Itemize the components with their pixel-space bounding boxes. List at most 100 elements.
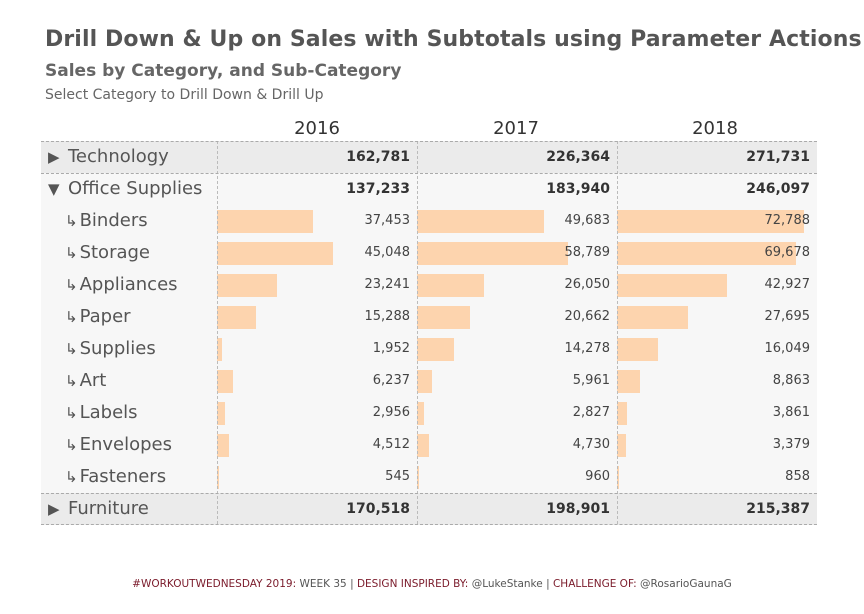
footer-separator: | [350,578,354,590]
value-cell-2016: 4,512 [217,429,417,461]
category-row[interactable]: ▶ Technology 162,781 226,364 271,731 [41,141,817,173]
row-divider [41,493,817,494]
value-cell-2017: 198,901 [417,493,617,525]
subtotal-value: 137,233 [346,181,410,197]
value-cell-2017: 20,662 [417,301,617,333]
subcategory-label: ↳ Appliances [65,269,178,301]
indent-arrow-icon: ↳ [65,244,78,262]
sales-bar [217,242,333,265]
sales-bar [617,242,796,265]
row-label-text: Technology [68,146,169,167]
sales-bar [217,434,229,457]
year-header-2018: 2018 [692,118,738,139]
sales-value: 37,453 [364,213,411,228]
row-label-text: Storage [79,242,151,263]
subcategory-row: ↳ Supplies 1,952 14,278 16,049 [41,333,817,365]
sales-value: 8,863 [772,373,810,388]
footer-challenge-label: CHALLENGE OF: [552,578,637,590]
value-cell-2016: 2,956 [217,397,417,429]
subtotal-value: 183,940 [546,181,610,197]
sales-value: 26,050 [564,277,611,292]
subcategory-row: ↳ Appliances 23,241 26,050 42,927 [41,269,817,301]
footer-author: @RosarioGaunaG [640,578,732,590]
value-cell-2016: 6,237 [217,365,417,397]
sales-value: 4,512 [372,437,410,452]
sales-bar [417,434,430,457]
subtotal-value: 226,364 [546,149,610,165]
footer-credits: #WORKOUTWEDNESDAY 2019: WEEK 35 | DESIGN… [0,578,864,590]
value-cell-2017: 58,789 [417,237,617,269]
value-cell-2017: 5,961 [417,365,617,397]
value-cell-2018: 42,927 [617,269,817,301]
value-cell-2017: 183,940 [417,173,617,205]
instruction-text: Select Category to Drill Down & Drill Up [45,87,324,103]
row-label-text: Art [79,370,107,391]
sales-bar [417,210,545,233]
category-row[interactable]: ▶ Furniture 170,518 198,901 215,387 [41,493,817,525]
sales-value: 6,237 [372,373,410,388]
sales-bar [417,338,454,361]
row-divider [41,141,817,142]
subcategory-row: ↳ Art 6,237 5,961 8,863 [41,365,817,397]
indent-arrow-icon: ↳ [65,404,78,422]
year-header-2016: 2016 [294,118,340,139]
collapsed-triangle-icon[interactable]: ▶ [48,500,60,518]
indent-arrow-icon: ↳ [65,436,78,454]
collapsed-triangle-icon[interactable]: ▶ [48,148,60,166]
row-label-text: Binders [79,210,148,231]
subcategory-label: ↳ Fasteners [65,461,166,493]
subcategory-row: ↳ Paper 15,288 20,662 27,695 [41,301,817,333]
category-label: ▶ Furniture [41,493,149,525]
sales-value: 16,049 [764,341,811,356]
value-cell-2018: 271,731 [617,141,817,173]
subcategory-row: ↳ Binders 37,453 49,683 72,788 [41,205,817,237]
row-label-text: Furniture [68,498,149,519]
value-cell-2018: 72,788 [617,205,817,237]
expanded-triangle-icon[interactable]: ▼ [48,180,60,198]
value-cell-2016: 545 [217,461,417,493]
row-label-text: Supplies [79,338,156,359]
sales-value: 2,956 [372,405,410,420]
value-cell-2017: 49,683 [417,205,617,237]
subcategory-label: ↳ Labels [65,397,138,429]
value-cell-2018: 3,861 [617,397,817,429]
indent-arrow-icon: ↳ [65,308,78,326]
sales-value: 49,683 [564,213,611,228]
column-divider [217,141,218,524]
sales-table: ▶ Technology 162,781 226,364 271,731 ▼ Office … [41,141,817,525]
sales-bar [417,242,568,265]
value-cell-2016: 37,453 [217,205,417,237]
sales-value: 15,288 [364,309,411,324]
row-label-text: Envelopes [79,434,172,455]
subcategory-label: ↳ Paper [65,301,131,333]
value-cell-2016: 23,241 [217,269,417,301]
sales-bar [617,466,620,489]
sales-value: 960 [585,469,610,484]
row-label-text: Paper [79,306,131,327]
footer-week: WEEK 35 [299,578,347,590]
value-cell-2017: 226,364 [417,141,617,173]
value-cell-2016: 170,518 [217,493,417,525]
dashboard-subtitle: Sales by Category, and Sub-Category [45,61,402,81]
value-cell-2018: 69,678 [617,237,817,269]
column-divider [417,141,418,524]
subtotal-value: 198,901 [546,501,610,517]
sales-value: 5,961 [572,373,610,388]
indent-arrow-icon: ↳ [65,372,78,390]
row-label-text: Fasteners [79,466,167,487]
year-header-2017: 2017 [493,118,539,139]
sales-bar [217,210,314,233]
sales-bar [417,274,484,297]
category-row[interactable]: ▼ Office Supplies 137,233 183,940 246,097 [41,173,817,205]
sales-value: 20,662 [564,309,611,324]
indent-arrow-icon: ↳ [65,340,78,358]
sales-bar [417,402,425,425]
sales-value: 42,927 [764,277,811,292]
sales-value: 1,952 [372,341,410,356]
sales-value: 4,730 [572,437,610,452]
subcategory-label: ↳ Art [65,365,106,397]
row-label-text: Office Supplies [68,178,203,199]
value-cell-2016: 15,288 [217,301,417,333]
value-cell-2017: 26,050 [417,269,617,301]
sales-value: 858 [785,469,810,484]
